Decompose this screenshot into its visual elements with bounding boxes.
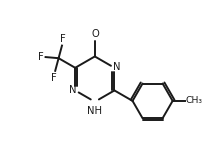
Text: N: N bbox=[69, 85, 77, 95]
Text: O: O bbox=[91, 28, 99, 39]
Text: F: F bbox=[38, 52, 44, 62]
Text: NH: NH bbox=[87, 106, 102, 116]
Text: F: F bbox=[60, 34, 66, 44]
Text: CH₃: CH₃ bbox=[186, 96, 203, 105]
Text: N: N bbox=[113, 62, 120, 72]
Text: F: F bbox=[51, 73, 57, 83]
